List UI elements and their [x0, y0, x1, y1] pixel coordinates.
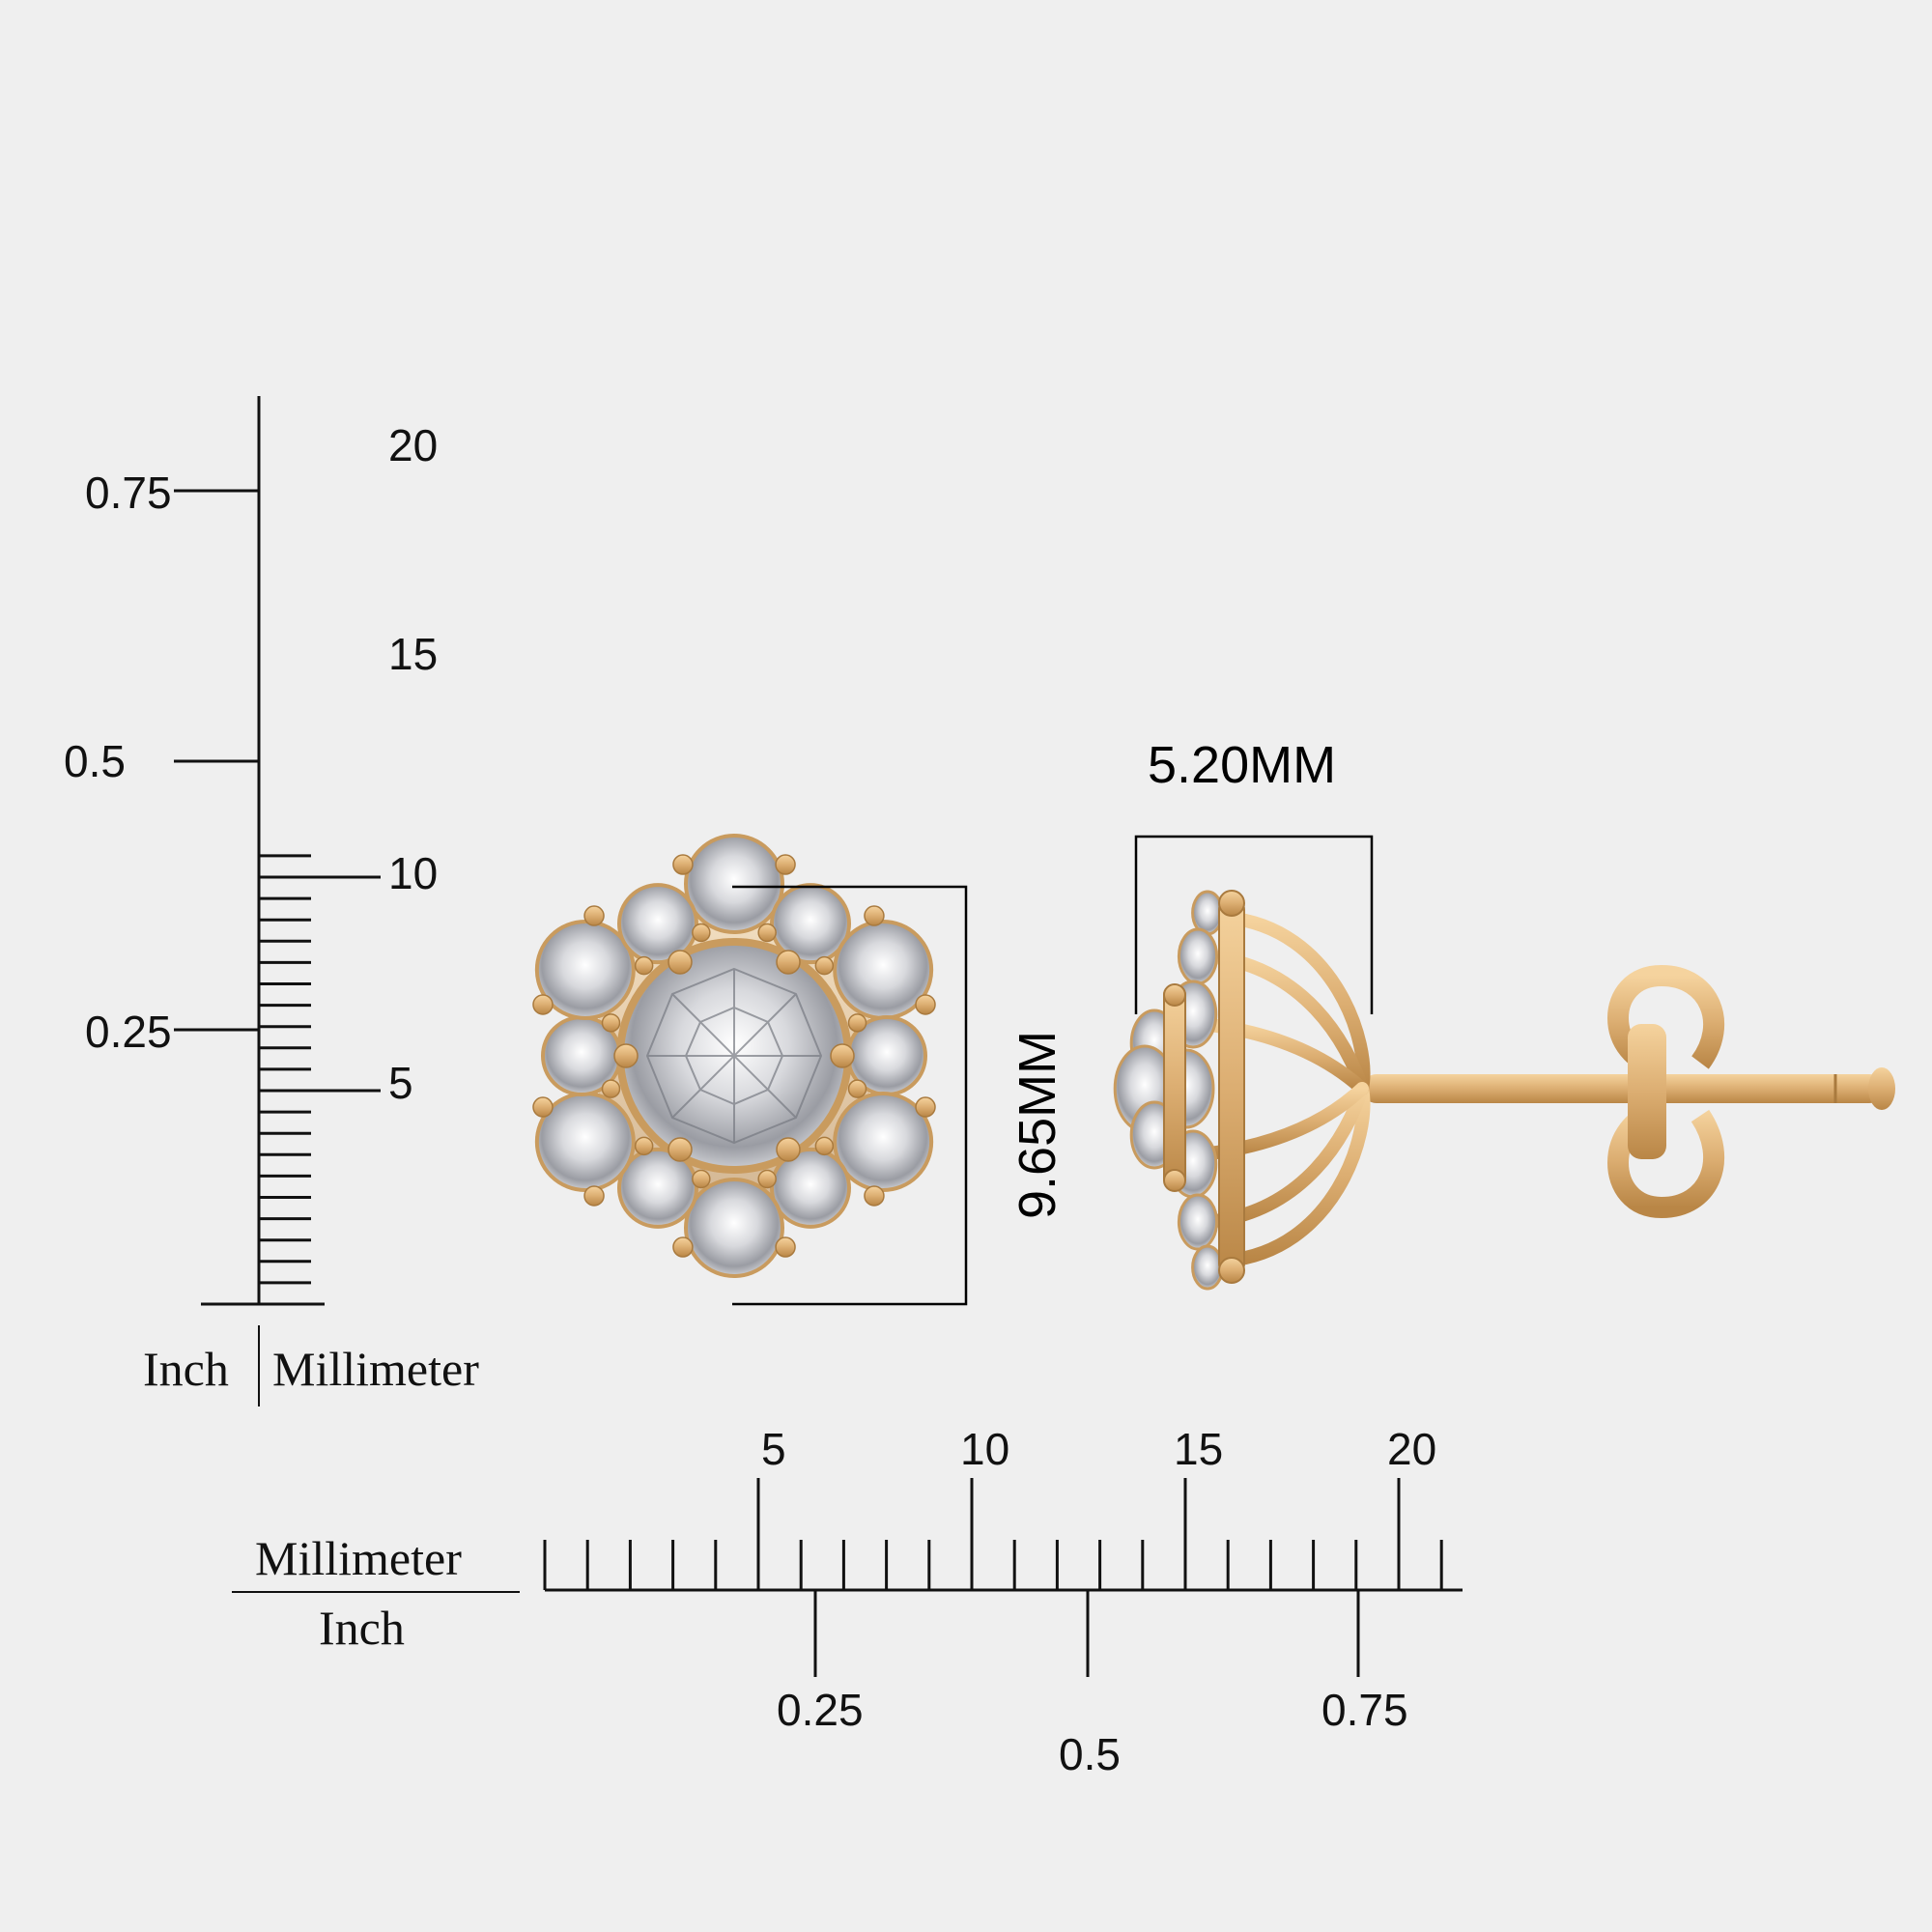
halo-prong [864, 905, 885, 926]
halo-inner-prong [601, 1013, 621, 1033]
halo-prongs [532, 854, 936, 1258]
horizontal-inch-label-075: 0.75 [1321, 1685, 1408, 1735]
halo-inner-prong [634, 1136, 654, 1156]
halo-prong [583, 905, 605, 926]
center-prong [776, 950, 801, 975]
side-diamond [1191, 1244, 1224, 1291]
horizontal-mm-label-10: 10 [960, 1424, 1009, 1474]
halo-diamond [684, 834, 784, 934]
height-dimension-label: 9.65MM [1009, 1031, 1066, 1219]
halo-inner-prong [814, 955, 835, 976]
vertical-ruler [174, 396, 381, 1406]
vertical-ruler-mm-labels: 5 10 15 20 [388, 420, 438, 1108]
horizontal-inch-label-025: 0.25 [777, 1685, 864, 1735]
halo-diamond [770, 883, 851, 965]
halo-diamond [617, 1147, 698, 1229]
height-dimension-box [732, 885, 968, 1306]
halo-inner-prong [601, 1079, 621, 1098]
center-prong [668, 950, 693, 975]
halo-prong [532, 994, 554, 1015]
side-view-prongs [1163, 890, 1245, 1284]
center-prongs [613, 950, 855, 1162]
halo-inner-prong [692, 923, 711, 943]
center-diamond-facets [645, 967, 823, 1145]
halo-inner-prong [847, 1079, 867, 1098]
halo-diamond [617, 883, 698, 965]
halo-prong [672, 854, 694, 875]
halo-prong [532, 1096, 554, 1118]
earring-side-view [1113, 890, 1895, 1291]
halo-prong [915, 994, 936, 1015]
halo-diamond [684, 1178, 784, 1278]
halo-prong [672, 1236, 694, 1258]
halo-prong [775, 854, 796, 875]
earring-post [1362, 1074, 1884, 1103]
horizontal-unit-inch: Inch [319, 1601, 405, 1655]
earring-butterfly-core [1628, 1024, 1666, 1159]
horizontal-mm-label-5: 5 [761, 1424, 786, 1474]
width-dimension-box [1134, 835, 1374, 1014]
halo-prong [864, 1185, 885, 1207]
vertical-unit-millimeter: Millimeter [272, 1342, 479, 1396]
halo-inner-prong [634, 955, 654, 976]
halo-diamonds [534, 834, 934, 1278]
halo-inner-prong [814, 1136, 835, 1156]
vertical-inch-label-05: 0.5 [64, 736, 126, 786]
horizontal-mm-label-15: 15 [1174, 1424, 1223, 1474]
vertical-mm-label-5: 5 [388, 1058, 413, 1108]
earring-post-tip [1868, 1067, 1895, 1110]
center-prong [830, 1043, 855, 1068]
center-prong [776, 1137, 801, 1162]
horizontal-ruler [232, 1478, 1463, 1677]
halo-prong [583, 1185, 605, 1207]
center-prong [668, 1137, 693, 1162]
side-diamond [1177, 927, 1219, 985]
halo-diamond [770, 1147, 851, 1229]
vertical-unit-inch: Inch [143, 1342, 229, 1396]
center-prong [613, 1043, 639, 1068]
horizontal-mm-label-20: 20 [1387, 1424, 1436, 1474]
width-dimension-label: 5.20MM [1148, 736, 1336, 794]
horizontal-inch-label-05: 0.5 [1059, 1729, 1121, 1779]
vertical-mm-label-20: 20 [388, 420, 438, 470]
horizontal-unit-millimeter: Millimeter [255, 1531, 462, 1585]
halo-diamond [833, 1092, 934, 1192]
earring-butterfly-back [1607, 964, 1725, 1219]
vertical-inch-label-075: 0.75 [85, 468, 172, 518]
vertical-inch-label-025: 0.25 [85, 1007, 172, 1057]
horizontal-ruler-mm-labels: 5 10 15 20 [761, 1424, 1436, 1474]
halo-inner-prong [757, 1169, 777, 1189]
halo-prong [915, 1096, 936, 1118]
side-diamond [1191, 890, 1224, 936]
earring-front-view [532, 834, 936, 1278]
side-diamond [1177, 1193, 1219, 1251]
vertical-mm-label-10: 10 [388, 848, 438, 898]
horizontal-ruler-inch-labels: 0.25 0.5 0.75 [777, 1685, 1408, 1779]
vertical-mm-label-15: 15 [388, 629, 438, 679]
halo-inner-prong [692, 1169, 711, 1189]
halo-prong [775, 1236, 796, 1258]
vertical-ruler-inch-labels: 0.25 0.5 0.75 [64, 468, 172, 1057]
halo-inner-prong [847, 1013, 867, 1033]
halo-inner-prong [757, 923, 777, 943]
halo-diamond [534, 920, 636, 1020]
